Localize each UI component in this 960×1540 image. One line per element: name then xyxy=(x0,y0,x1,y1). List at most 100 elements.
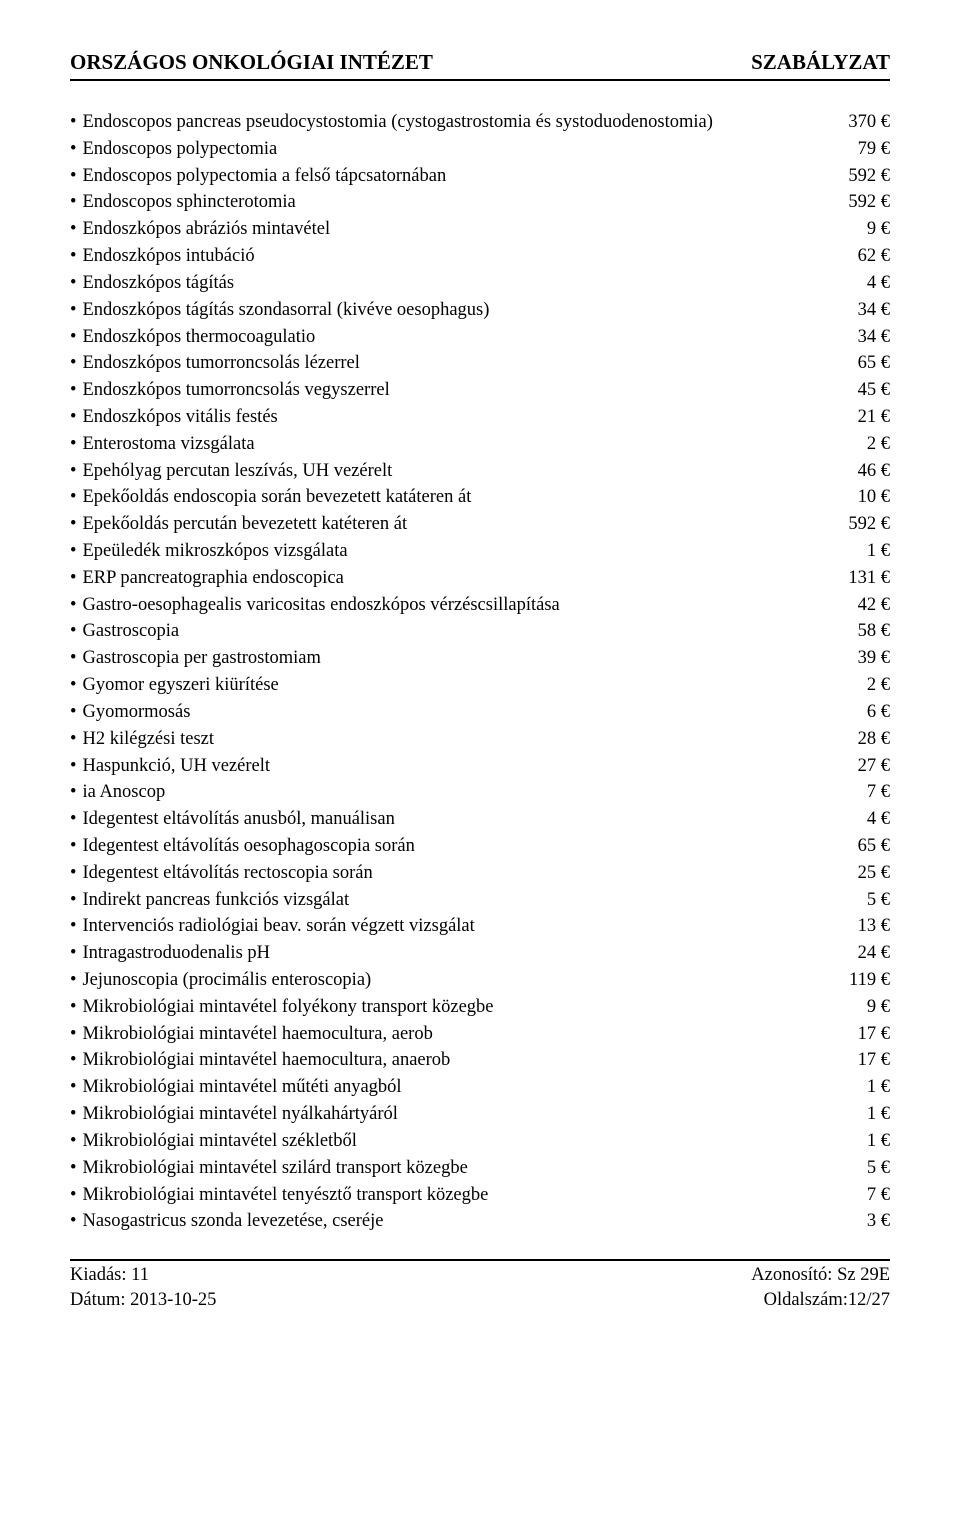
price-item-text: Epeüledék mikroszkópos vizsgálata xyxy=(82,538,347,565)
price-label: •Mikrobiológiai mintavétel haemocultura,… xyxy=(70,1047,820,1074)
footer-page: Oldalszám:12/27 xyxy=(751,1288,890,1313)
bullet-icon: • xyxy=(70,753,76,780)
price-row: •Gastroscopia per gastrostomiam39 € xyxy=(70,645,890,672)
footer-right: Azonosító: Sz 29E Oldalszám:12/27 xyxy=(751,1263,890,1313)
price-label: •Mikrobiológiai mintavétel tenyésztő tra… xyxy=(70,1182,820,1209)
price-row: •Mikrobiológiai mintavétel haemocultura,… xyxy=(70,1021,890,1048)
price-value: 3 € xyxy=(820,1208,890,1235)
bullet-icon: • xyxy=(70,1155,76,1182)
bullet-icon: • xyxy=(70,833,76,860)
bullet-icon: • xyxy=(70,1021,76,1048)
price-label: •Haspunkció, UH vezérelt xyxy=(70,753,820,780)
bullet-icon: • xyxy=(70,324,76,351)
price-value: 6 € xyxy=(820,699,890,726)
price-item-text: Endoscopos polypectomia a felső tápcsato… xyxy=(82,163,446,190)
bullet-icon: • xyxy=(70,887,76,914)
price-value: 1 € xyxy=(820,1074,890,1101)
price-item-text: Endoszkópos thermocoagulatio xyxy=(82,324,315,351)
price-label: •ERP pancreatographia endoscopica xyxy=(70,565,820,592)
price-row: •Indirekt pancreas funkciós vizsgálat5 € xyxy=(70,887,890,914)
price-label: •Nasogastricus szonda levezetése, cseréj… xyxy=(70,1208,820,1235)
price-row: •Endoszkópos intubáció62 € xyxy=(70,243,890,270)
price-value: 7 € xyxy=(820,779,890,806)
price-row: •Mikrobiológiai mintavétel szilárd trans… xyxy=(70,1155,890,1182)
footer-edition: Kiadás: 11 xyxy=(70,1263,216,1288)
price-value: 370 € xyxy=(820,109,890,136)
price-row: •Endoszkópos tumorroncsolás vegyszerrel4… xyxy=(70,377,890,404)
price-item-text: Idegentest eltávolítás rectoscopia során xyxy=(82,860,372,887)
bullet-icon: • xyxy=(70,538,76,565)
price-row: •Intervenciós radiológiai beav. során vé… xyxy=(70,913,890,940)
price-item-text: Gastro-oesophagealis varicositas endoszk… xyxy=(82,592,559,619)
bullet-icon: • xyxy=(70,994,76,1021)
bullet-icon: • xyxy=(70,672,76,699)
price-label: •ia Anoscop xyxy=(70,779,820,806)
bullet-icon: • xyxy=(70,565,76,592)
price-value: 592 € xyxy=(820,511,890,538)
price-item-text: Endoscopos sphincterotomia xyxy=(82,189,295,216)
header-bar: ORSZÁGOS ONKOLÓGIAI INTÉZET SZABÁLYZAT xyxy=(70,50,890,81)
price-row: •Mikrobiológiai mintavétel nyálkahártyár… xyxy=(70,1101,890,1128)
price-item-text: Indirekt pancreas funkciós vizsgálat xyxy=(82,887,349,914)
price-value: 28 € xyxy=(820,726,890,753)
price-item-text: Idegentest eltávolítás oesophagoscopia s… xyxy=(82,833,414,860)
price-item-text: Intragastroduodenalis pH xyxy=(82,940,270,967)
bullet-icon: • xyxy=(70,1128,76,1155)
price-value: 24 € xyxy=(820,940,890,967)
price-label: •Gastroscopia per gastrostomiam xyxy=(70,645,820,672)
bullet-icon: • xyxy=(70,163,76,190)
bullet-icon: • xyxy=(70,940,76,967)
price-value: 65 € xyxy=(820,350,890,377)
price-item-text: Mikrobiológiai mintavétel szilárd transp… xyxy=(82,1155,467,1182)
price-row: •Gastroscopia58 € xyxy=(70,618,890,645)
header-left: ORSZÁGOS ONKOLÓGIAI INTÉZET xyxy=(70,50,433,75)
price-item-text: Mikrobiológiai mintavétel műtéti anyagbó… xyxy=(82,1074,401,1101)
price-item-text: Epehólyag percutan leszívás, UH vezérelt xyxy=(82,458,392,485)
price-label: •Endoszkópos tágítás xyxy=(70,270,820,297)
price-label: •Endoscopos pancreas pseudocystostomia (… xyxy=(70,109,820,136)
price-item-text: Endoscopos polypectomia xyxy=(82,136,277,163)
price-value: 25 € xyxy=(820,860,890,887)
price-item-text: Mikrobiológiai mintavétel székletből xyxy=(82,1128,356,1155)
price-value: 131 € xyxy=(820,565,890,592)
price-value: 42 € xyxy=(820,592,890,619)
price-row: •Endoscopos pancreas pseudocystostomia (… xyxy=(70,109,890,136)
price-item-text: Nasogastricus szonda levezetése, cseréje xyxy=(82,1208,383,1235)
bullet-icon: • xyxy=(70,779,76,806)
price-item-text: Gastroscopia per gastrostomiam xyxy=(82,645,320,672)
price-row: •Mikrobiológiai mintavétel székletből1 € xyxy=(70,1128,890,1155)
price-list: •Endoscopos pancreas pseudocystostomia (… xyxy=(70,109,890,1235)
price-value: 10 € xyxy=(820,484,890,511)
price-row: •Epehólyag percutan leszívás, UH vezérel… xyxy=(70,458,890,485)
price-label: •Endoszkópos tumorroncsolás vegyszerrel xyxy=(70,377,820,404)
price-label: •Intervenciós radiológiai beav. során vé… xyxy=(70,913,820,940)
price-item-text: Endoszkópos tumorroncsolás lézerrel xyxy=(82,350,359,377)
footer: Kiadás: 11 Dátum: 2013-10-25 Azonosító: … xyxy=(70,1263,890,1313)
price-value: 2 € xyxy=(820,672,890,699)
bullet-icon: • xyxy=(70,297,76,324)
price-row: •Idegentest eltávolítás anusból, manuáli… xyxy=(70,806,890,833)
price-row: •Mikrobiológiai mintavétel tenyésztő tra… xyxy=(70,1182,890,1209)
bullet-icon: • xyxy=(70,1208,76,1235)
price-item-text: Mikrobiológiai mintavétel haemocultura, … xyxy=(82,1021,432,1048)
price-row: •Epekőoldás endoscopia során bevezetett … xyxy=(70,484,890,511)
price-label: •Endoscopos sphincterotomia xyxy=(70,189,820,216)
price-value: 27 € xyxy=(820,753,890,780)
price-label: •Enterostoma vizsgálata xyxy=(70,431,820,458)
footer-id: Azonosító: Sz 29E xyxy=(751,1263,890,1288)
price-row: •Endoscopos polypectomia a felső tápcsat… xyxy=(70,163,890,190)
bullet-icon: • xyxy=(70,484,76,511)
bullet-icon: • xyxy=(70,350,76,377)
bullet-icon: • xyxy=(70,243,76,270)
price-value: 46 € xyxy=(820,458,890,485)
price-label: •Endoszkópos vitális festés xyxy=(70,404,820,431)
price-item-text: Intervenciós radiológiai beav. során vég… xyxy=(82,913,474,940)
bullet-icon: • xyxy=(70,1101,76,1128)
price-row: •Epekőoldás percután bevezetett katétere… xyxy=(70,511,890,538)
price-value: 21 € xyxy=(820,404,890,431)
price-label: •Endoscopos polypectomia xyxy=(70,136,820,163)
price-item-text: Mikrobiológiai mintavétel tenyésztő tran… xyxy=(82,1182,488,1209)
price-label: •Indirekt pancreas funkciós vizsgálat xyxy=(70,887,820,914)
price-value: 592 € xyxy=(820,163,890,190)
bullet-icon: • xyxy=(70,592,76,619)
